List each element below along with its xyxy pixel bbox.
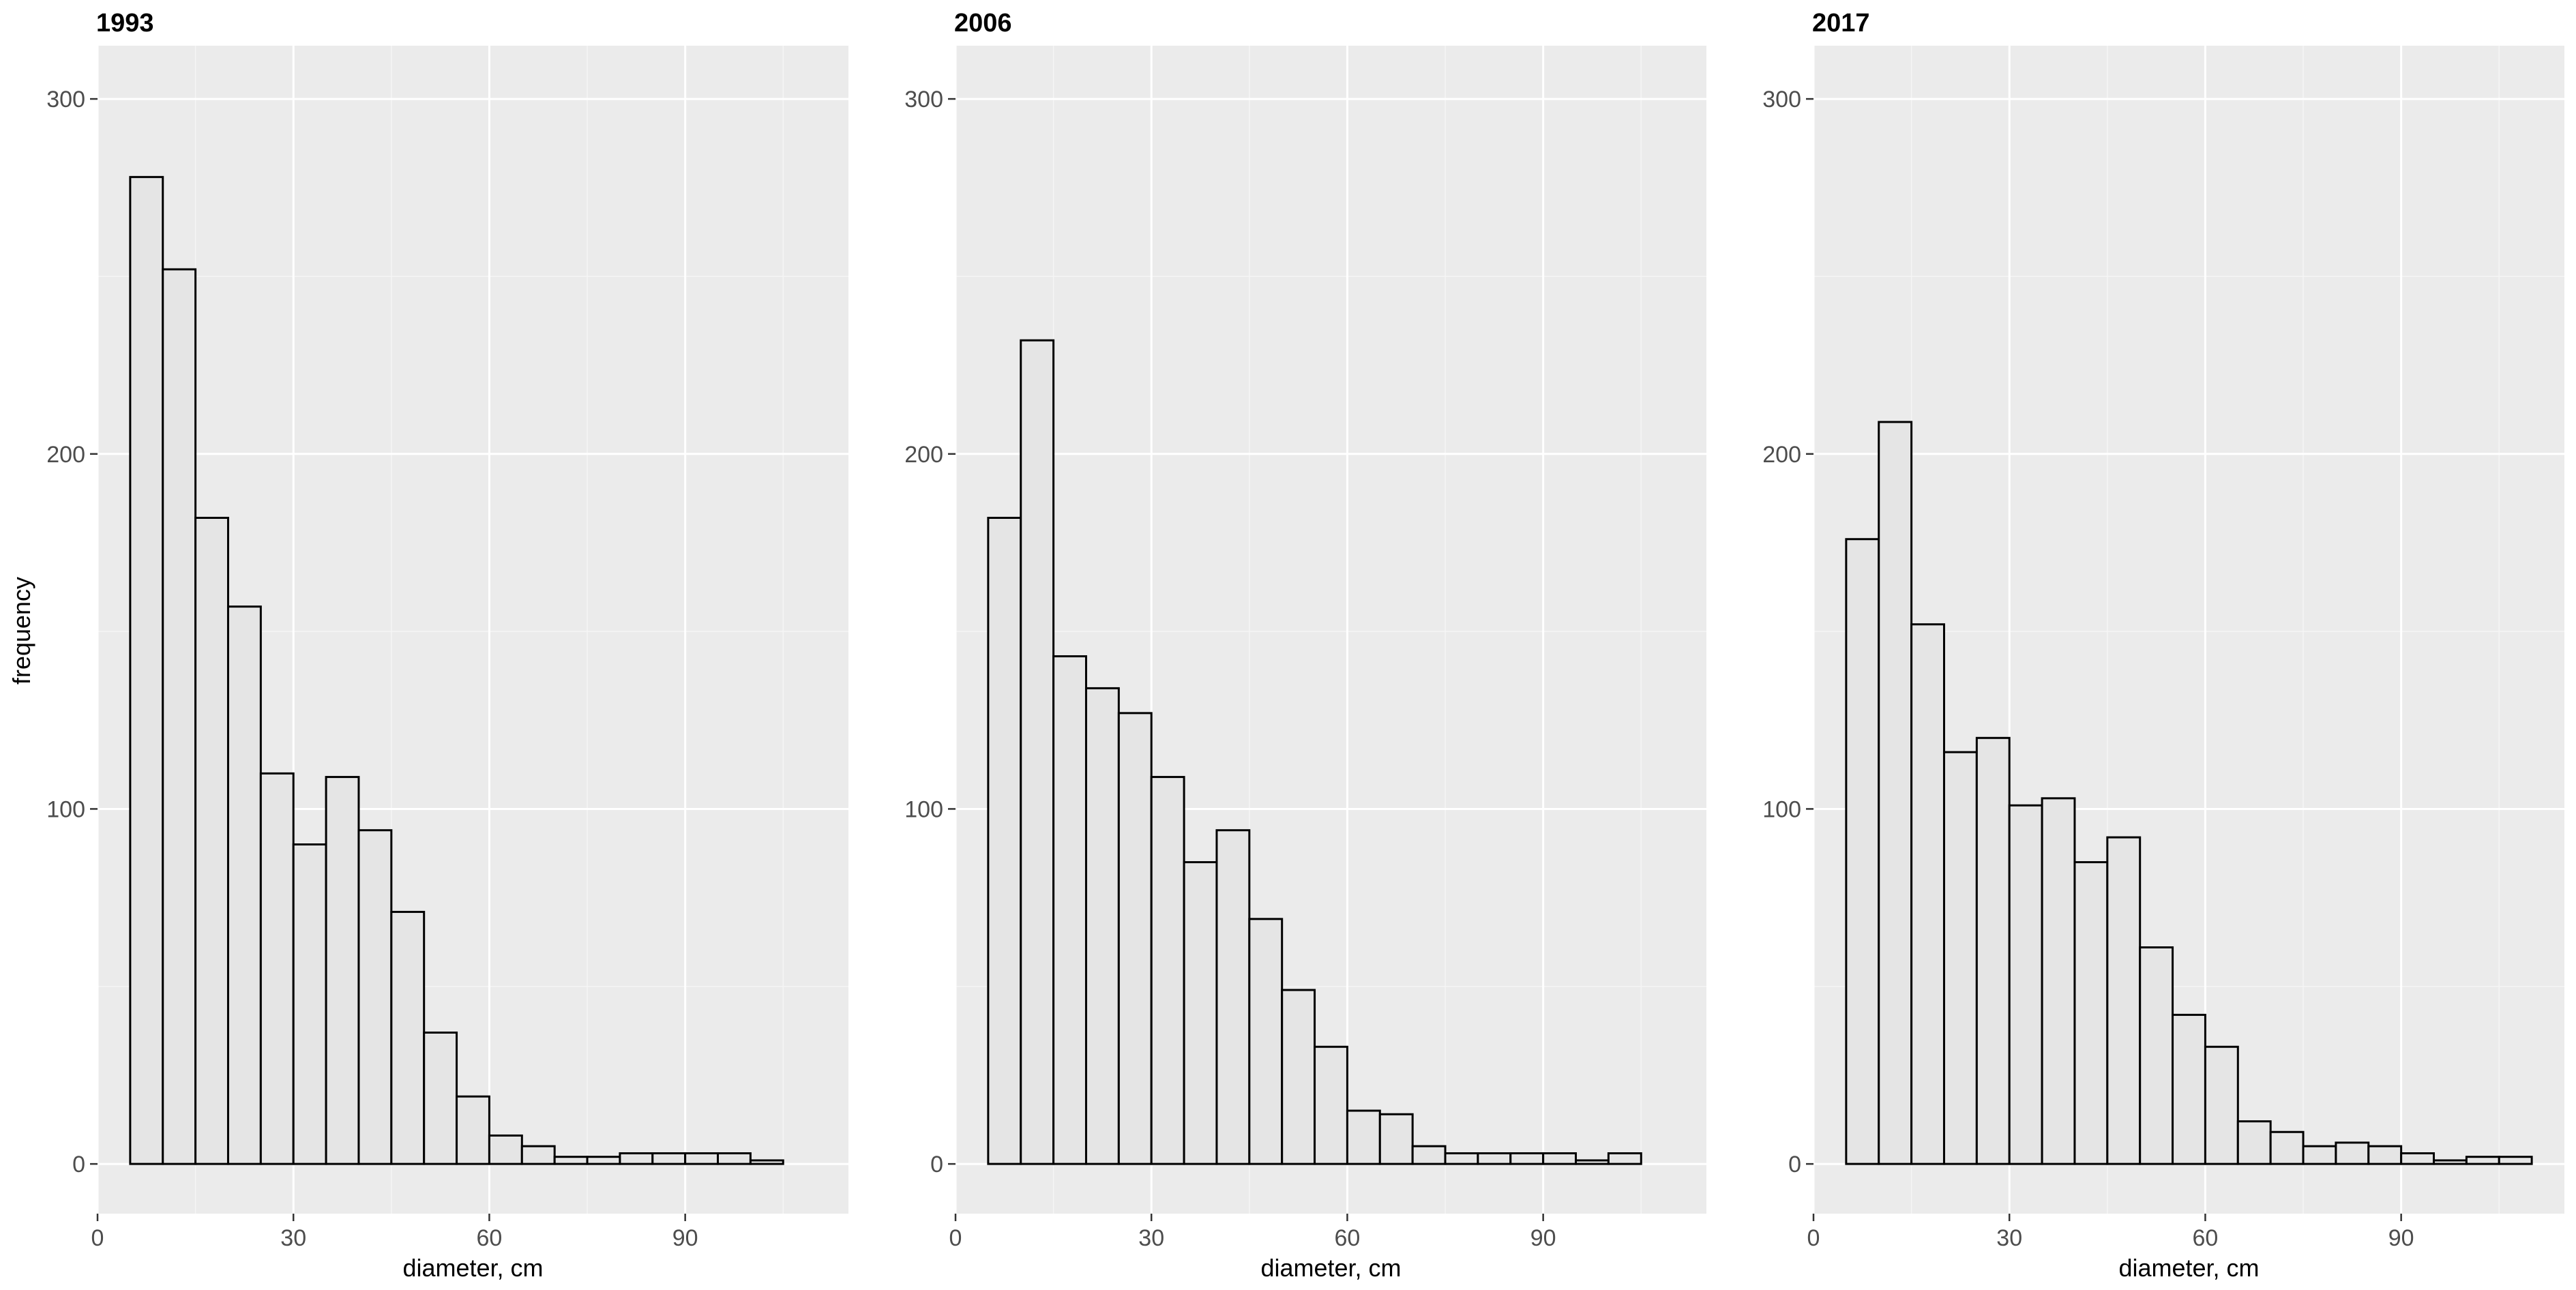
- histogram-bar: [488, 1134, 523, 1165]
- y-tick-label: 300: [1762, 87, 1801, 112]
- panel-1: 0 30 60 90 0 100 200 300 1993 diameter, cm: [46, 9, 848, 1282]
- histogram-bar: [2269, 1130, 2305, 1165]
- histogram-bar: [292, 843, 327, 1165]
- histogram-bar: [2433, 1159, 2468, 1165]
- histogram-bar: [2204, 1045, 2239, 1165]
- histogram-bar: [194, 516, 229, 1165]
- histogram-bar: [1942, 751, 1978, 1165]
- x-tick-label: 0: [91, 1225, 104, 1251]
- histogram-bar: [390, 910, 426, 1165]
- y-tick-label: 100: [904, 796, 943, 822]
- histogram-bar: [553, 1156, 589, 1165]
- histogram-bar: [2236, 1120, 2272, 1165]
- x-tick-label: 30: [280, 1225, 306, 1251]
- x-tick-label: 0: [949, 1225, 962, 1251]
- panel-2: 0 30 60 90 0 100 200 300 2006 diameter, cm: [904, 9, 1706, 1282]
- histogram-bar: [1542, 1152, 1578, 1165]
- x-axis-title: diameter, cm: [2118, 1254, 2259, 1282]
- x-tick-label: 60: [1335, 1225, 1361, 1251]
- histogram-bar: [619, 1152, 654, 1165]
- histogram-bar: [2073, 861, 2109, 1165]
- y-tick-label: 0: [72, 1152, 85, 1178]
- panel-title: 1993: [96, 9, 154, 38]
- histogram-bar: [1378, 1113, 1414, 1165]
- histogram-bar: [1444, 1152, 1479, 1165]
- x-axis-title: diameter, cm: [1260, 1254, 1401, 1282]
- histogram-bar: [2172, 1013, 2206, 1165]
- histogram-bar: [1607, 1152, 1642, 1165]
- histogram-bar: [1477, 1152, 1512, 1165]
- panel-title: 2006: [954, 9, 1012, 38]
- histogram-bar: [717, 1152, 752, 1165]
- y-tick-label: 200: [904, 442, 943, 468]
- histogram-bar: [520, 1145, 556, 1165]
- histogram-bar: [1411, 1145, 1447, 1165]
- histogram-bar: [456, 1095, 490, 1165]
- histogram-bar: [987, 516, 1022, 1165]
- histogram-bar: [1975, 736, 2011, 1165]
- panel-title: 2017: [1812, 9, 1870, 38]
- y-tick-label: 300: [904, 87, 943, 112]
- histogram-bar: [1575, 1159, 1610, 1165]
- histogram-bar: [2367, 1145, 2403, 1165]
- histogram-bar: [586, 1156, 621, 1165]
- x-tick-label: 90: [2388, 1225, 2414, 1251]
- histogram-bar: [129, 176, 164, 1165]
- histogram-bar: [2302, 1145, 2337, 1165]
- histogram-bar: [2498, 1156, 2533, 1165]
- histogram-bar: [2335, 1141, 2370, 1165]
- histogram-bar: [1215, 829, 1251, 1165]
- histogram-bar: [1314, 1045, 1348, 1165]
- y-tick-label: 0: [1788, 1152, 1801, 1178]
- histogram-bar: [684, 1152, 720, 1165]
- histogram-bar: [1509, 1152, 1545, 1165]
- panel-3: 0 30 60 90 0 100 200 300 2017 diameter, cm: [1762, 9, 2564, 1282]
- histogram-bar: [325, 776, 360, 1165]
- histogram-bar: [226, 605, 262, 1165]
- histogram-bar: [162, 268, 197, 1165]
- x-tick-label: 90: [672, 1225, 698, 1251]
- histogram-bar: [1183, 861, 1218, 1165]
- histogram-bar: [423, 1031, 458, 1165]
- histogram-bar: [1084, 687, 1120, 1165]
- x-tick-label: 0: [1807, 1225, 1820, 1251]
- histogram-bar: [2465, 1156, 2500, 1165]
- y-tick-label: 100: [46, 796, 85, 822]
- y-tick-label: 0: [930, 1152, 943, 1178]
- histogram-bar: [2400, 1152, 2436, 1165]
- y-tick-label: 300: [46, 87, 85, 112]
- histogram-bar: [357, 829, 393, 1165]
- histogram-bar: [749, 1159, 784, 1165]
- histogram-bar: [651, 1152, 687, 1165]
- x-tick-label: 60: [2193, 1225, 2219, 1251]
- x-tick-label: 30: [1996, 1225, 2022, 1251]
- y-tick-label: 100: [1762, 796, 1801, 822]
- histogram-bar: [259, 772, 295, 1165]
- x-tick-label: 30: [1138, 1225, 1164, 1251]
- x-tick-label: 90: [1530, 1225, 1556, 1251]
- histogram-bar: [1248, 918, 1284, 1165]
- histogram-bar: [1878, 421, 1913, 1165]
- y-tick-label: 200: [1762, 442, 1801, 468]
- histogram-bar: [1910, 623, 1945, 1165]
- y-tick-label: 200: [46, 442, 85, 468]
- histogram-bar: [2139, 946, 2174, 1165]
- x-tick-label: 60: [477, 1225, 503, 1251]
- histogram-bar: [2106, 836, 2142, 1165]
- histogram-bar: [1052, 655, 1087, 1165]
- histogram-bar: [1020, 339, 1055, 1165]
- histogram-bar: [1281, 989, 1316, 1165]
- histogram-bar: [1117, 712, 1153, 1165]
- y-axis-title: frequency: [8, 577, 35, 685]
- histogram-bar: [1845, 538, 1880, 1165]
- histogram-bar: [2008, 804, 2043, 1165]
- histogram-bar: [2041, 797, 2076, 1165]
- histogram-bar: [1346, 1109, 1381, 1165]
- histogram-bar: [1150, 776, 1185, 1165]
- x-axis-title: diameter, cm: [402, 1254, 543, 1282]
